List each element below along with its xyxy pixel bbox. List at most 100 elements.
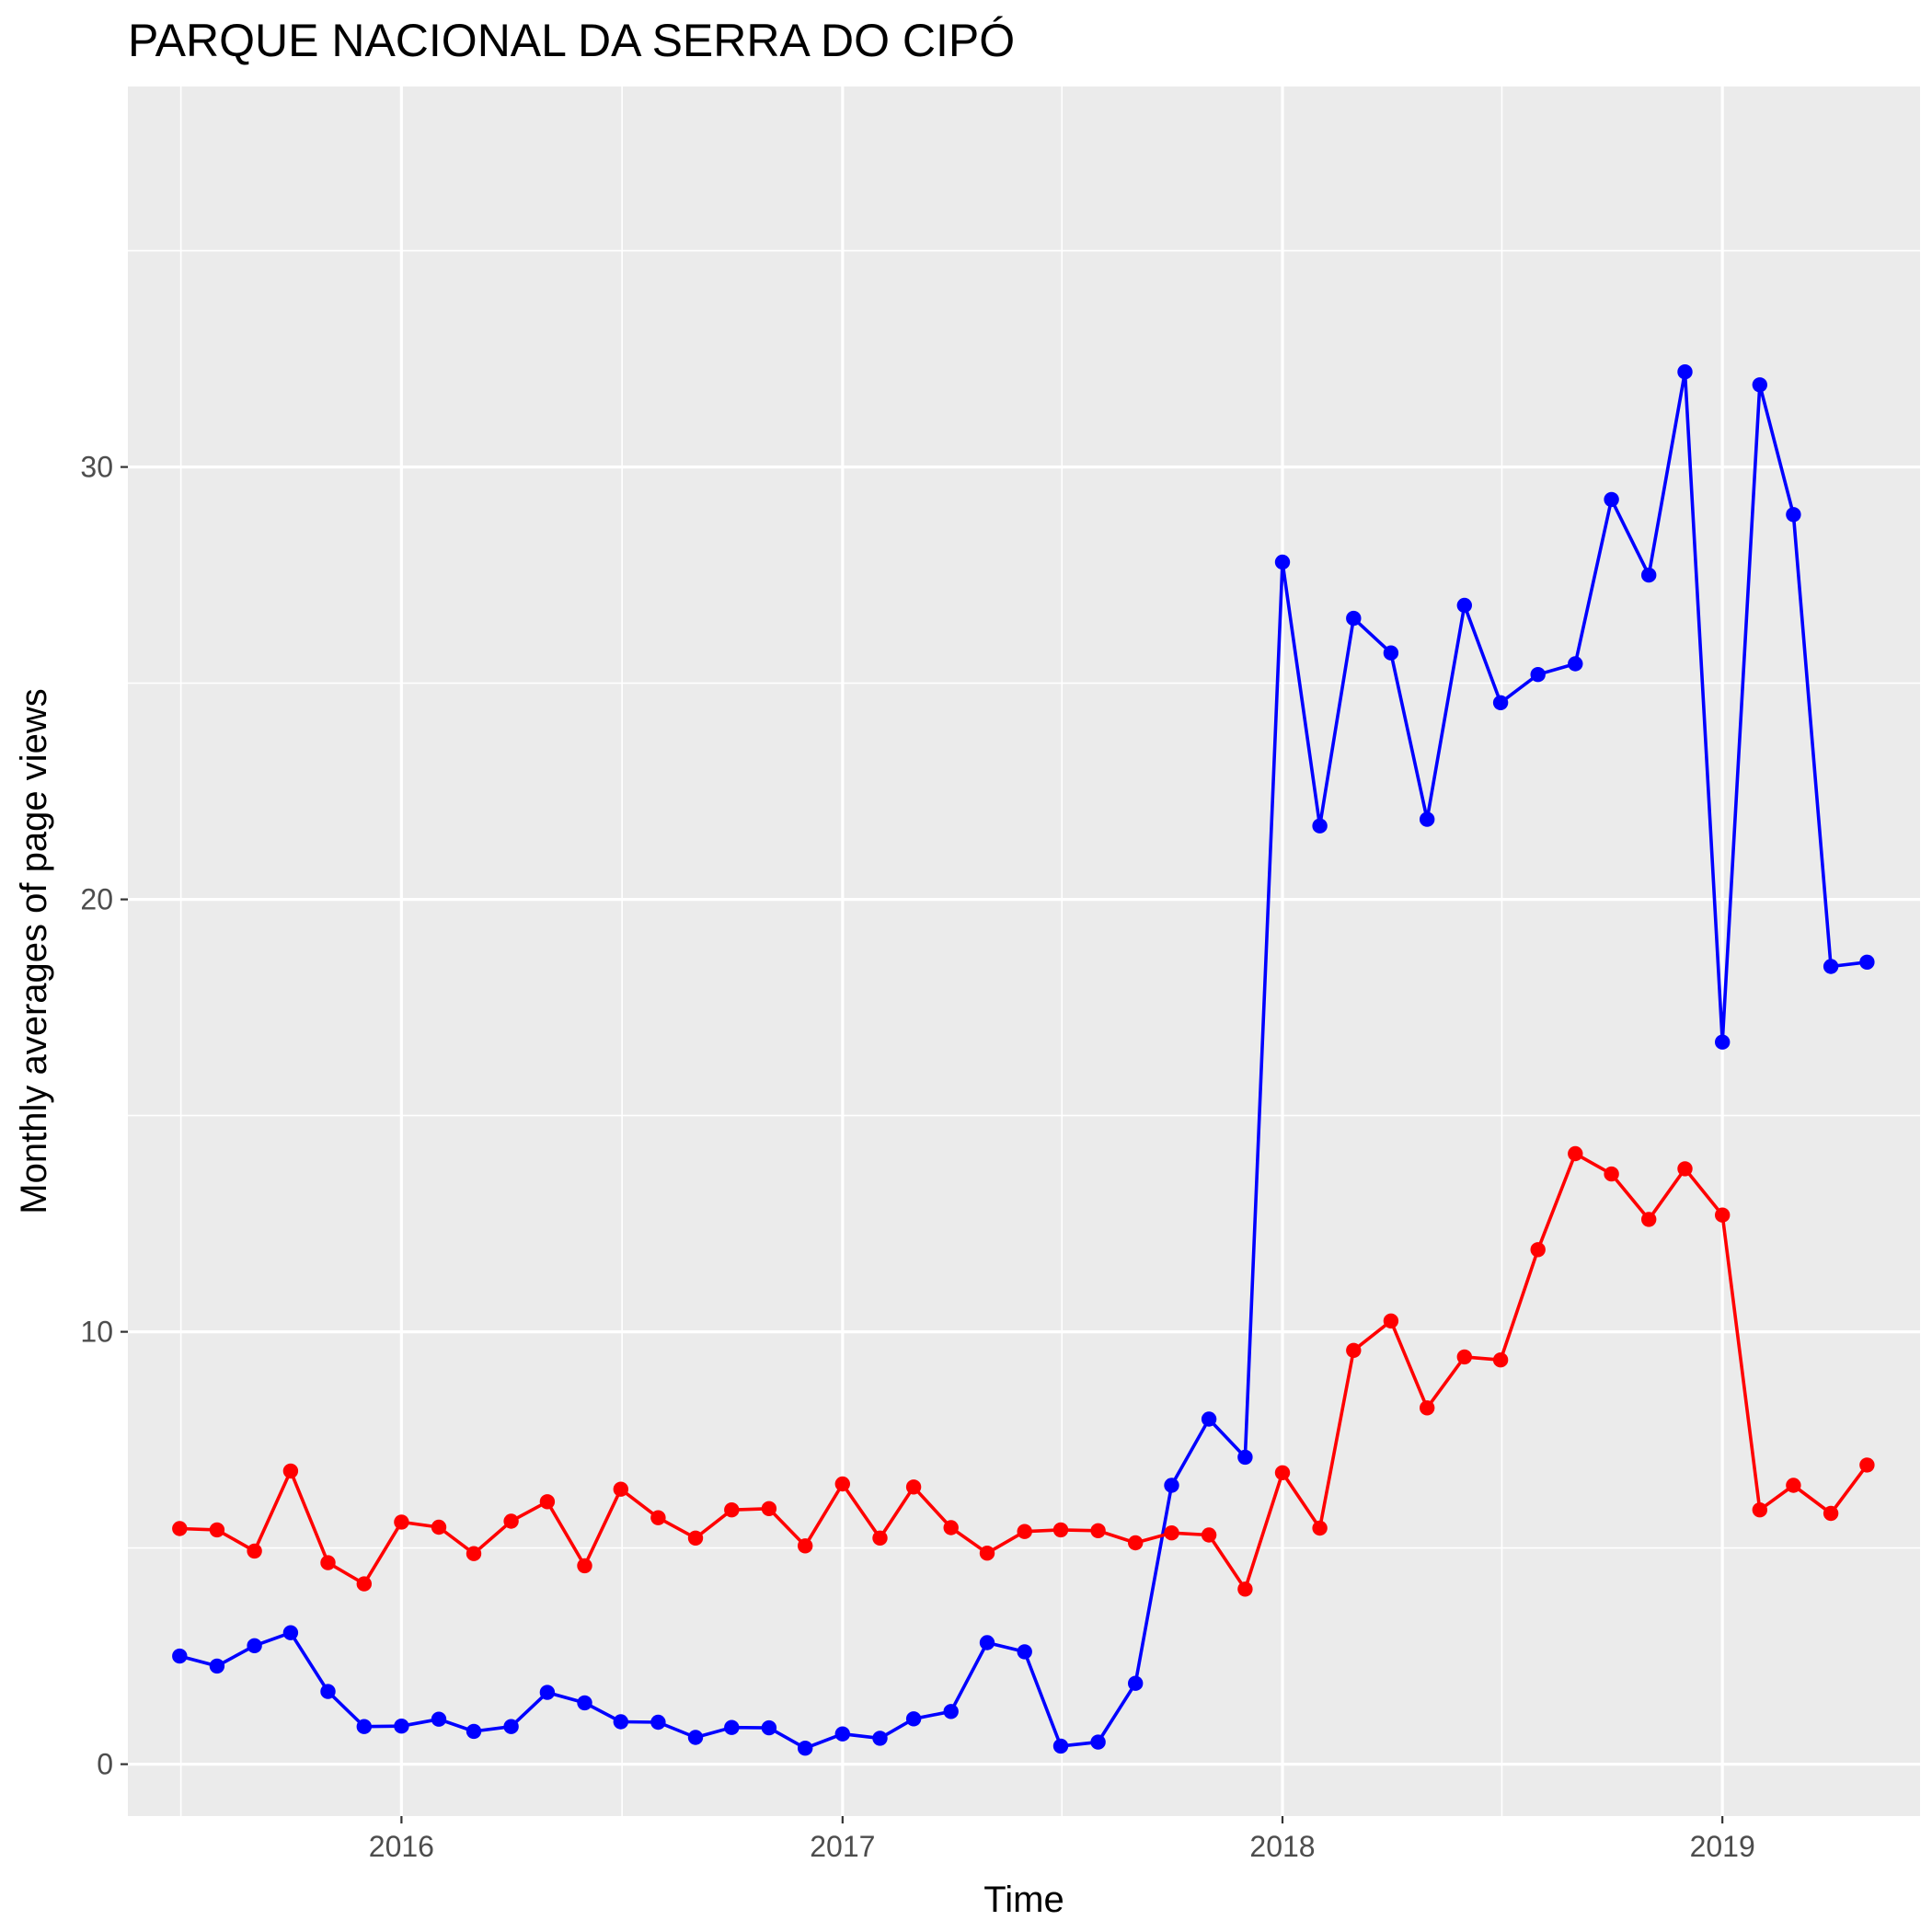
data-point [503,1719,519,1734]
x-tick-label: 2019 [1690,1830,1755,1863]
data-point [834,1476,850,1492]
data-point [1641,1212,1657,1227]
y-tick-label: 10 [80,1316,113,1349]
data-point [539,1494,556,1510]
data-point [905,1711,922,1727]
x-tick-label: 2017 [810,1830,875,1863]
data-point [1752,377,1768,393]
data-point [172,1648,188,1664]
data-point [1383,1313,1399,1329]
data-point [356,1576,372,1592]
y-axis-title: Monthly averages of page views [14,688,54,1213]
data-point [1201,1411,1217,1427]
data-point [613,1481,628,1497]
data-point [577,1695,592,1711]
data-point [466,1546,482,1561]
plot-panel [128,86,1920,1816]
data-point [1752,1502,1768,1518]
x-tick-label: 2016 [369,1830,434,1863]
data-point [1568,1145,1583,1162]
data-point [872,1530,888,1547]
data-point [1420,1400,1435,1416]
data-point [1052,1522,1069,1538]
data-point [1346,1342,1362,1359]
data-point [320,1684,336,1699]
data-point [172,1521,188,1536]
data-point [1017,1524,1032,1539]
data-point [1492,695,1509,710]
data-point [1715,1034,1731,1050]
data-point [1530,667,1546,683]
data-point [1786,1478,1801,1493]
data-point [1604,491,1619,508]
data-point [1201,1527,1217,1543]
data-point [247,1638,262,1654]
data-point [761,1719,777,1736]
y-tick-label: 20 [80,883,113,916]
chart-title: PARQUE NACIONAL DA SERRA DO CIPÓ [128,15,1015,66]
data-point [905,1479,922,1495]
data-point [394,1719,409,1734]
data-point [1456,597,1473,614]
data-point [466,1723,482,1740]
data-point [282,1625,299,1640]
data-point [1237,1449,1253,1466]
data-point [1346,610,1362,627]
data-point [282,1463,299,1479]
data-point [1237,1581,1253,1597]
data-point [1823,1505,1839,1522]
data-point [394,1514,409,1530]
data-point [1128,1535,1144,1551]
data-point [1530,1242,1546,1258]
data-point [1274,1465,1291,1481]
data-point [798,1741,813,1756]
data-point [1715,1207,1731,1223]
data-point [1823,959,1839,974]
x-axis-title: Time [983,1880,1064,1920]
data-point [687,1530,704,1547]
data-point [1604,1166,1619,1182]
y-tick-label: 0 [97,1748,113,1781]
data-point [1090,1734,1106,1750]
series-2 [172,1145,1875,1597]
data-point [1568,656,1583,672]
data-point [1312,818,1328,834]
data-point [1786,507,1801,523]
data-point [1859,954,1875,971]
data-point [1383,645,1399,661]
data-point [724,1719,740,1735]
data-point [650,1510,666,1525]
data-point [798,1538,813,1554]
data-point [503,1513,519,1529]
data-point [724,1502,740,1518]
axis-layer: 0 10 20 30 2016 2017 2018 2019 [80,451,1754,1863]
y-tick-label: 30 [80,451,113,484]
data-point [761,1501,777,1517]
data-point [1641,567,1657,583]
data-point [872,1731,888,1746]
data-point [1128,1675,1144,1691]
data-point [1312,1520,1328,1536]
data-point [1090,1523,1106,1539]
data-point [943,1704,959,1719]
data-point [1456,1349,1473,1365]
data-point [979,1546,995,1561]
data-point [687,1730,704,1745]
data-point [1164,1525,1179,1541]
data-point [1677,1161,1693,1177]
data-point [943,1520,959,1535]
data-point [613,1714,628,1730]
data-point [320,1555,336,1570]
data-point [209,1658,225,1674]
data-point [1859,1457,1875,1473]
data-point [1420,811,1435,827]
series-1 [172,364,1875,1756]
data-point [539,1685,556,1700]
data-point [1274,554,1291,570]
data-point [1164,1478,1179,1493]
x-tick-label: 2018 [1249,1830,1315,1863]
data-point [431,1519,447,1535]
data-point [1492,1352,1509,1368]
data-point [834,1726,850,1742]
